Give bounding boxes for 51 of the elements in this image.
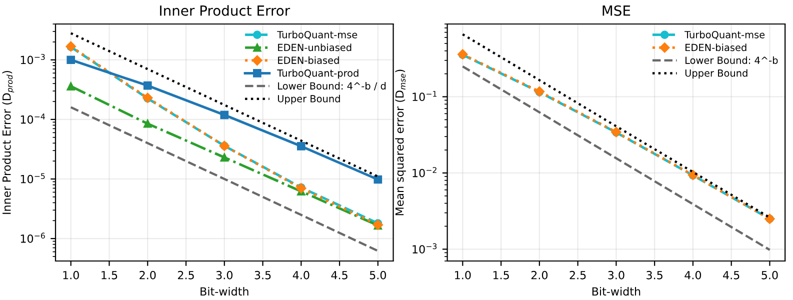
- legend-label: Lower Bound: 4^-b / d: [278, 82, 386, 90]
- x-tick-label: 3.0: [608, 270, 624, 280]
- x-tick-label: 1.0: [63, 270, 79, 280]
- x-tick-label: 5.0: [762, 270, 778, 280]
- chart-title: MSE: [602, 5, 630, 16]
- x-tick-label: 2.0: [140, 270, 156, 280]
- x-tick-label: 2.5: [178, 270, 194, 280]
- x-tick-label: 4.0: [684, 270, 702, 280]
- point: [143, 81, 152, 90]
- legend-label: Upper Bound: [278, 94, 340, 104]
- y-tick-label: 10$^{−5}$: [20, 173, 45, 184]
- x-tick-label: 4.5: [331, 271, 348, 280]
- legend-label: Lower Bound: 4^-b: [686, 56, 778, 64]
- legend-label: EDEN-biased: [278, 56, 339, 64]
- x-tick-label: 3.5: [254, 270, 271, 280]
- x-tick-label: 1.5: [102, 271, 118, 280]
- x-axis-title: Bit-width: [200, 287, 248, 296]
- y-tick-label: 10$^{−3}$: [412, 243, 437, 254]
- legend-label: TurboQuant-mse: [277, 30, 358, 40]
- x-tick-label: 5.0: [370, 270, 386, 280]
- y-axis-title: Inner Product Error (D$_{prod}$): [2, 70, 14, 214]
- point: [220, 110, 229, 120]
- point: [66, 82, 76, 90]
- x-tick-label: 2.0: [531, 270, 548, 280]
- line-series: [70, 106, 380, 252]
- legend-label: EDEN-unbiased: [278, 44, 352, 52]
- x-tick-label: 1.0: [455, 270, 471, 280]
- x-tick-label: 3.5: [646, 270, 662, 280]
- point: [374, 175, 382, 184]
- x-axis-title: Bit-width: [592, 287, 640, 296]
- legend-label: Upper Bound: [685, 69, 748, 79]
- y-tick-label: 10$^{−1}$: [412, 90, 436, 102]
- y-tick-label: 10$^{−6}$: [20, 232, 45, 243]
- point: [66, 56, 76, 64]
- y-tick-label: 10$^{−2}$: [412, 167, 436, 178]
- point: [143, 119, 152, 128]
- y-axis-title: Mean squared error (D$_{mse}$): [395, 70, 406, 216]
- line-series: [462, 65, 771, 251]
- y-tick-label: 10$^{−3}$: [20, 54, 45, 64]
- legend-label: TurboQuant-prod: [277, 69, 358, 79]
- x-tick-label: 2.5: [570, 270, 586, 280]
- x-tick-label: 3.0: [216, 270, 232, 280]
- x-tick-label: 1.5: [493, 271, 509, 280]
- chart-title: Inner Product Error: [160, 5, 290, 16]
- point: [220, 153, 229, 162]
- x-tick-label: 4.0: [292, 270, 310, 280]
- point: [296, 142, 306, 150]
- legend-label: TurboQuant-mse: [684, 30, 765, 40]
- y-tick-label: 10$^{−4}$: [20, 114, 45, 124]
- x-tick-label: 4.5: [723, 271, 740, 280]
- legend-label: EDEN-biased: [686, 44, 746, 52]
